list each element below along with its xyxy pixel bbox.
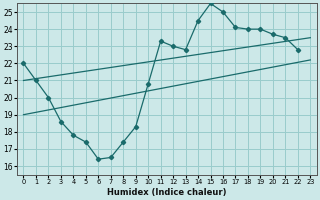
X-axis label: Humidex (Indice chaleur): Humidex (Indice chaleur) [107, 188, 227, 197]
